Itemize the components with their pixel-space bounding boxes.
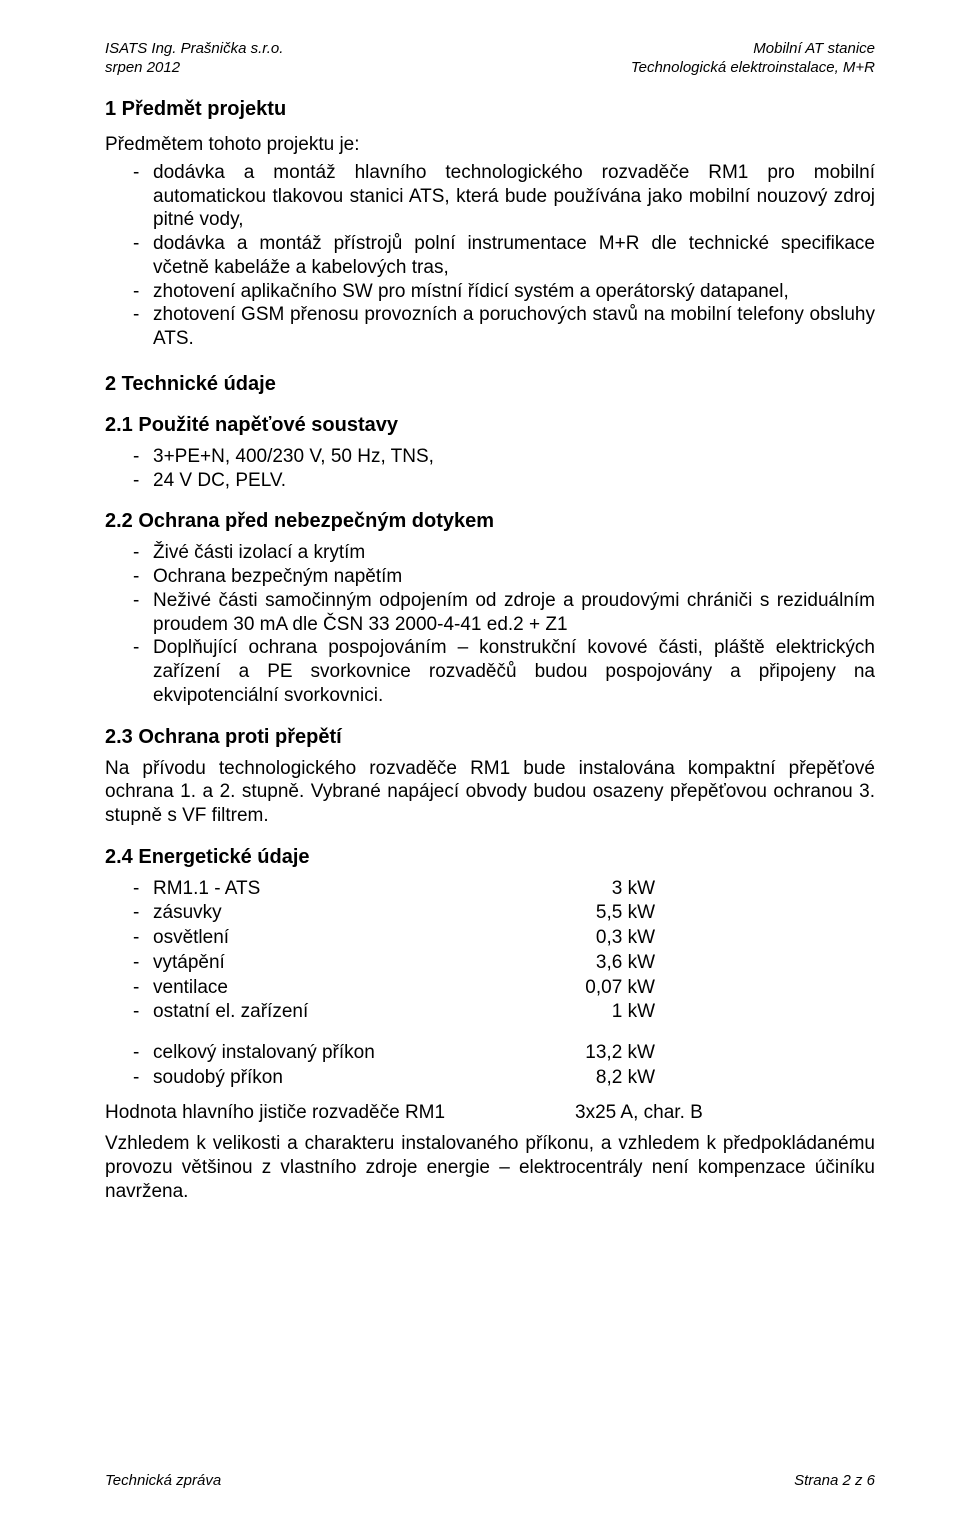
- list-item: Ochrana bezpečným napětím: [105, 565, 875, 589]
- list-item: dodávka a montáž přístrojů polní instrum…: [105, 232, 875, 280]
- energy-row: - vytápění 3,6 kW: [105, 951, 875, 976]
- list-item: 3+PE+N, 400/230 V, 50 Hz, TNS,: [105, 445, 875, 469]
- section-1-title: 1 Předmět projektu: [105, 98, 875, 121]
- section-2-2-title: 2.2 Ochrana před nebezpečným dotykem: [105, 510, 875, 533]
- list-item: zhotovení GSM přenosu provozních a poruc…: [105, 303, 875, 351]
- header-right-1: Mobilní AT stanice: [753, 40, 875, 57]
- list-item: 24 V DC, PELV.: [105, 469, 875, 493]
- energy-totals: - celkový instalovaný příkon 13,2 kW - s…: [105, 1041, 875, 1090]
- dash-icon: -: [105, 926, 153, 951]
- section-1-list: dodávka a montáž hlavního technologickéh…: [105, 161, 875, 351]
- section-2-4-note: Vzhledem k velikosti a charakteru instal…: [105, 1132, 875, 1203]
- energy-row: - osvětlení 0,3 kW: [105, 926, 875, 951]
- dash-icon: -: [105, 877, 153, 902]
- header-right-2: Technologická elektroinstalace, M+R: [631, 59, 875, 76]
- breaker-row: Hodnota hlavního jističe rozvaděče RM1 3…: [105, 1102, 875, 1124]
- energy-row: - ostatní el. zařízení 1 kW: [105, 1000, 875, 1025]
- section-2-1-list: 3+PE+N, 400/230 V, 50 Hz, TNS, 24 V DC, …: [105, 445, 875, 493]
- header-left-2: srpen 2012: [105, 59, 180, 76]
- energy-label: celkový instalovaný příkon: [153, 1041, 495, 1066]
- energy-row: - ventilace 0,07 kW: [105, 976, 875, 1001]
- energy-row: - celkový instalovaný příkon 13,2 kW: [105, 1041, 875, 1066]
- document-page: ISATS Ing. Prašnička s.r.o. Mobilní AT s…: [0, 0, 960, 1524]
- section-2-3-text: Na přívodu technologického rozvaděče RM1…: [105, 757, 875, 828]
- list-item: Živé části izolací a krytím: [105, 541, 875, 565]
- list-item: dodávka a montáž hlavního technologickéh…: [105, 161, 875, 232]
- list-item: zhotovení aplikačního SW pro místní řídi…: [105, 280, 875, 304]
- dash-icon: -: [105, 1041, 153, 1066]
- section-2-1-title: 2.1 Použité napěťové soustavy: [105, 414, 875, 437]
- energy-value: 0,07 kW: [495, 976, 875, 1001]
- footer-right: Strana 2 z 6: [794, 1472, 875, 1489]
- section-2-3-title: 2.3 Ochrana proti přepětí: [105, 726, 875, 749]
- energy-label: ventilace: [153, 976, 495, 1001]
- energy-row: - soudobý příkon 8,2 kW: [105, 1066, 875, 1091]
- energy-label: ostatní el. zařízení: [153, 1000, 495, 1025]
- section-1-intro: Předmětem tohoto projektu je:: [105, 133, 875, 157]
- energy-row: - RM1.1 - ATS 3 kW: [105, 877, 875, 902]
- energy-value: 5,5 kW: [495, 901, 875, 926]
- dash-icon: -: [105, 901, 153, 926]
- section-2-title: 2 Technické údaje: [105, 373, 875, 396]
- list-item: Doplňující ochrana pospojováním – konstr…: [105, 636, 875, 707]
- energy-value: 3 kW: [495, 877, 875, 902]
- energy-value: 0,3 kW: [495, 926, 875, 951]
- energy-label: osvětlení: [153, 926, 495, 951]
- footer-left: Technická zpráva: [105, 1472, 221, 1489]
- breaker-value: 3x25 A, char. B: [575, 1102, 875, 1124]
- energy-value: 8,2 kW: [495, 1066, 875, 1091]
- energy-value: 1 kW: [495, 1000, 875, 1025]
- list-item: Neživé části samočinným odpojením od zdr…: [105, 589, 875, 637]
- energy-label: RM1.1 - ATS: [153, 877, 495, 902]
- header-line-1: ISATS Ing. Prašnička s.r.o. Mobilní AT s…: [105, 40, 875, 57]
- dash-icon: -: [105, 976, 153, 1001]
- breaker-label: Hodnota hlavního jističe rozvaděče RM1: [105, 1102, 575, 1124]
- section-2-4-title: 2.4 Energetické údaje: [105, 846, 875, 869]
- section-2-2-list: Živé části izolací a krytím Ochrana bezp…: [105, 541, 875, 707]
- energy-label: zásuvky: [153, 901, 495, 926]
- dash-icon: -: [105, 1066, 153, 1091]
- dash-icon: -: [105, 951, 153, 976]
- dash-icon: -: [105, 1000, 153, 1025]
- header-left-1: ISATS Ing. Prašnička s.r.o.: [105, 40, 283, 57]
- footer: Technická zpráva Strana 2 z 6: [105, 1472, 875, 1489]
- energy-label: vytápění: [153, 951, 495, 976]
- energy-row: - zásuvky 5,5 kW: [105, 901, 875, 926]
- energy-value: 3,6 kW: [495, 951, 875, 976]
- energy-value: 13,2 kW: [495, 1041, 875, 1066]
- energy-label: soudobý příkon: [153, 1066, 495, 1091]
- energy-table: - RM1.1 - ATS 3 kW - zásuvky 5,5 kW - os…: [105, 877, 875, 1025]
- header-line-2: srpen 2012 Technologická elektroinstalac…: [105, 59, 875, 76]
